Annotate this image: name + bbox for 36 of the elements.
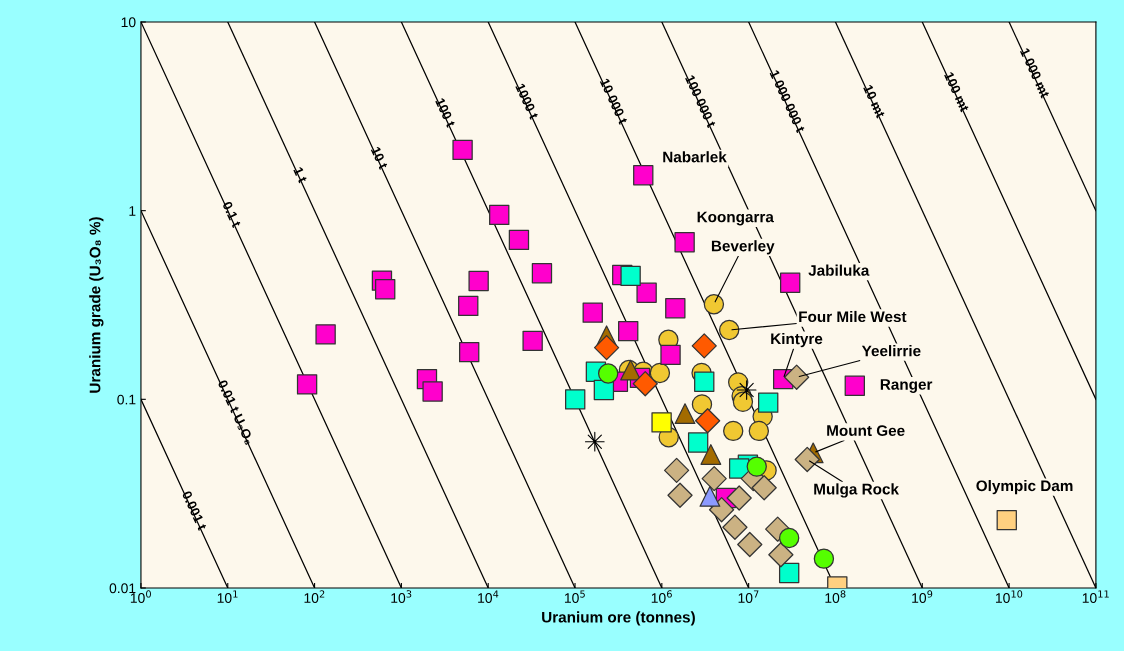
y-tick-label: 10: [121, 17, 136, 28]
annotation: Jabiluka: [808, 264, 870, 276]
text: 1000 t: [515, 82, 539, 120]
x-tick-label: 10$^{3}$: [391, 590, 412, 603]
x-tick-label: 10$^{7}$: [738, 590, 759, 603]
x-tick-label: 10$^{11}$: [1082, 590, 1109, 603]
text: 1 000 mt: [1019, 47, 1051, 99]
annotation: Yeelirrie: [861, 345, 921, 357]
x-tick-label: 10$^{5}$: [564, 590, 585, 603]
x-axis-title: Uranium ore (tonnes): [542, 611, 695, 626]
annotation: Mount Gee: [827, 425, 905, 436]
y-tick-label: 0.1: [117, 394, 136, 405]
text: 100 mt: [944, 71, 970, 113]
annotation: Beverley: [711, 240, 775, 255]
x-tick-label: 10$^{1}$: [217, 590, 238, 603]
annotation: Four Mile West: [799, 310, 907, 323]
annotation: Nabarlek: [663, 151, 727, 163]
x-tick-label: 10$^{8}$: [825, 590, 846, 603]
x-tick-label: 10$^{4}$: [478, 590, 499, 603]
x-tick-label: 10$^{9}$: [912, 590, 933, 603]
text: 100 000 t: [685, 74, 717, 129]
x-tick-label: 10$^{2}$: [304, 590, 325, 603]
text: 1 t: [293, 166, 308, 184]
text: 10 000 t: [599, 77, 629, 125]
y-axis-title: Uranium grade (U₃O₈ %): [89, 217, 104, 393]
annotation: Kintyre: [771, 332, 823, 348]
x-tick-label: 10$^{6}$: [651, 590, 672, 603]
y-tick-label: 1: [129, 206, 136, 216]
annotation: Olympic Dam: [976, 479, 1073, 495]
text: 10 t: [370, 146, 389, 170]
annotation: Mulga Rock: [814, 483, 899, 498]
annotation: Koongarra: [697, 211, 774, 226]
annotation: Ranger: [880, 379, 933, 393]
text: 10 mt: [863, 84, 886, 119]
text: 1 000 000 t: [769, 69, 806, 134]
x-tick-label: 10$^{10}$: [995, 590, 1023, 603]
